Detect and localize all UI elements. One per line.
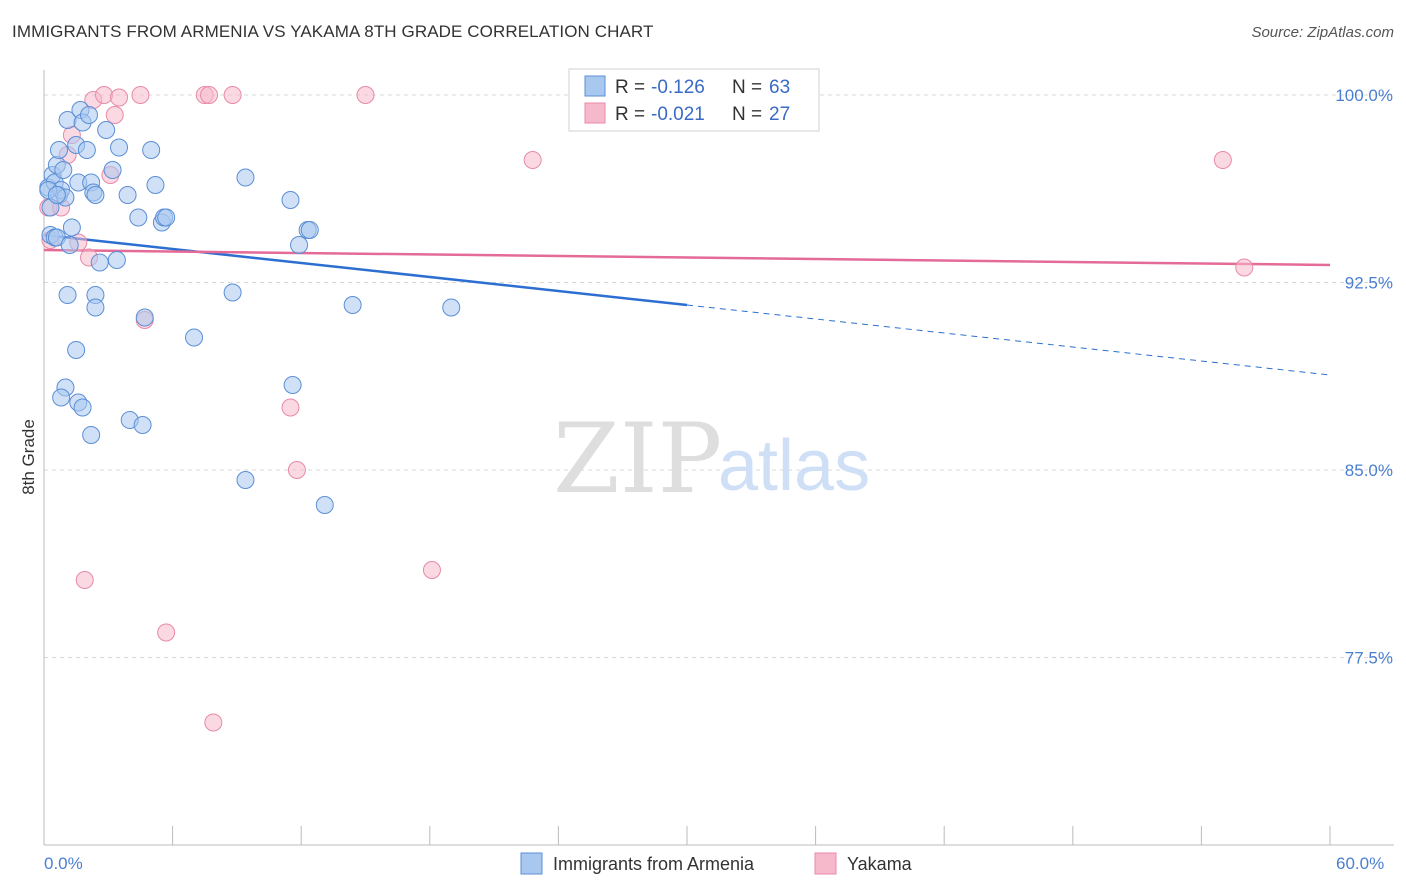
point-yakama xyxy=(200,86,219,104)
point-yakama xyxy=(75,571,94,589)
bottom-legend-swatch-armenia xyxy=(520,852,543,875)
point-yakama xyxy=(1213,151,1232,169)
point-armenia xyxy=(52,388,71,407)
point-armenia xyxy=(82,426,101,444)
legend-r-value-2: -0.021 xyxy=(651,104,705,125)
trend-line-yakama xyxy=(43,248,1331,267)
chart-title: IMMIGRANTS FROM ARMENIA VS YAKAMA 8TH GR… xyxy=(12,22,654,41)
point-armenia xyxy=(110,138,129,157)
watermark-atlas: atlas xyxy=(718,426,870,506)
point-armenia xyxy=(67,341,86,359)
point-armenia xyxy=(90,253,109,272)
point-yakama xyxy=(523,151,542,169)
legend-swatch-armenia xyxy=(584,75,606,97)
point-armenia xyxy=(442,298,461,317)
point-armenia xyxy=(107,251,126,269)
point-armenia xyxy=(129,208,148,227)
bottom-legend-label-yakama: Yakama xyxy=(847,854,913,874)
point-armenia xyxy=(133,416,152,434)
point-armenia xyxy=(58,286,77,304)
y-tick-label: 100.0% xyxy=(1335,86,1393,105)
y-tick-labels: 100.0% 92.5% 85.0% 77.5% xyxy=(1335,86,1393,668)
point-yakama xyxy=(287,461,306,479)
point-yakama xyxy=(356,86,375,104)
point-armenia xyxy=(135,308,154,327)
point-armenia xyxy=(118,186,137,204)
point-armenia xyxy=(54,161,73,179)
bottom-legend-label-armenia: Immigrants from Armenia xyxy=(553,854,755,874)
legend-n-label-1: N = xyxy=(732,77,762,98)
point-armenia xyxy=(281,191,300,209)
legend-n-label-2: N = xyxy=(732,104,762,125)
point-armenia xyxy=(283,376,302,394)
point-armenia xyxy=(80,106,99,124)
point-yakama xyxy=(105,106,124,124)
point-armenia xyxy=(185,328,204,347)
y-tick-label: 92.5% xyxy=(1345,274,1393,293)
trend-line-armenia-extension xyxy=(686,304,1331,376)
legend-r-value-1: -0.126 xyxy=(651,77,705,98)
point-armenia xyxy=(86,186,105,204)
point-armenia xyxy=(62,218,81,237)
bottom-legend-swatch-yakama xyxy=(814,852,837,875)
point-armenia xyxy=(77,141,96,159)
point-armenia xyxy=(97,121,116,139)
legend-r-label-1: R = xyxy=(615,77,645,98)
legend-swatch-yakama xyxy=(584,102,606,124)
point-yakama xyxy=(110,88,129,107)
watermark-zip: ZIP xyxy=(553,403,722,515)
point-armenia xyxy=(300,221,319,239)
point-armenia xyxy=(236,168,255,187)
x-tick-label-max: 60.0% xyxy=(1336,854,1384,873)
point-armenia xyxy=(315,496,334,514)
y-tick-label: 77.5% xyxy=(1345,649,1393,668)
data-points xyxy=(39,86,1254,732)
point-armenia xyxy=(343,296,362,314)
source-label: Source: ZipAtlas.com xyxy=(1251,24,1394,41)
point-yakama xyxy=(131,86,150,104)
point-armenia xyxy=(47,186,66,204)
trend-line-armenia xyxy=(43,233,688,307)
point-armenia xyxy=(290,236,309,254)
point-armenia xyxy=(146,176,165,194)
point-yakama xyxy=(95,86,114,104)
point-armenia xyxy=(142,141,161,159)
point-yakama xyxy=(157,623,176,642)
y-tick-label: 85.0% xyxy=(1345,461,1393,480)
bottom-legend: Immigrants from Armenia Yakama xyxy=(520,852,913,875)
legend-box: R = -0.126 N = 63 R = -0.021 N = 27 xyxy=(568,68,820,132)
point-yakama xyxy=(281,398,300,417)
x-ticks xyxy=(43,826,1331,845)
point-armenia xyxy=(60,236,79,254)
point-armenia xyxy=(103,161,122,179)
trend-lines xyxy=(43,233,1331,376)
point-armenia xyxy=(50,141,69,159)
legend-n-value-1: 63 xyxy=(769,77,790,98)
point-armenia xyxy=(157,208,176,227)
legend-n-value-2: 27 xyxy=(769,104,790,125)
point-armenia xyxy=(236,471,255,489)
point-yakama xyxy=(422,561,441,579)
point-yakama xyxy=(223,86,242,104)
y-axis-title: 8th Grade xyxy=(19,419,38,495)
point-armenia xyxy=(223,283,242,302)
legend-r-label-2: R = xyxy=(615,104,645,125)
x-tick-label-min: 0.0% xyxy=(44,854,83,873)
point-armenia xyxy=(73,398,92,417)
point-yakama xyxy=(204,713,223,732)
point-yakama xyxy=(1235,258,1254,277)
point-armenia xyxy=(86,298,105,317)
